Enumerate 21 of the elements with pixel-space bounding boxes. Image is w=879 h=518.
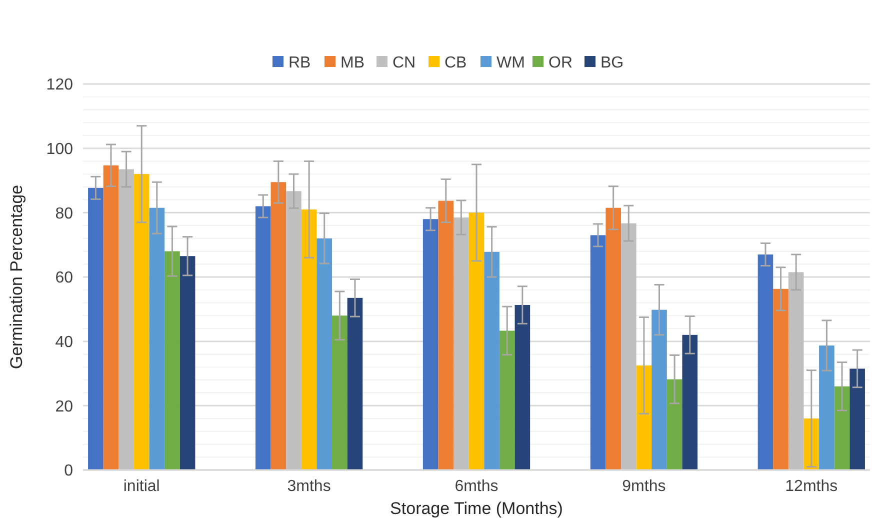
y-tick-label: 20 xyxy=(55,398,74,416)
y-tick-label: 120 xyxy=(46,76,74,94)
legend-label: MB xyxy=(340,54,364,72)
y-tick-label: 80 xyxy=(55,205,74,222)
legend-label: BG xyxy=(600,54,624,72)
y-tick-label: 60 xyxy=(55,270,74,287)
legend-label: RB xyxy=(288,54,311,72)
x-axis-title: Storage Time (Months) xyxy=(390,499,563,518)
legend-label: CN xyxy=(392,54,416,72)
y-tick-label: 0 xyxy=(64,462,74,480)
y-tick-label: 100 xyxy=(46,140,74,158)
legend-label: OR xyxy=(548,54,572,72)
x-tick-label: 6mths xyxy=(454,478,498,495)
x-tick-label: 3mths xyxy=(287,478,331,495)
legend-label: CB xyxy=(444,54,467,72)
y-tick-label: 40 xyxy=(55,334,74,351)
legend-label: WM xyxy=(496,54,525,72)
x-tick-label: initial xyxy=(123,478,160,495)
y-axis-title: Germination Percentage xyxy=(7,184,26,370)
x-tick-label: 12mths xyxy=(785,478,838,495)
x-tick-label: 9mths xyxy=(622,478,666,495)
